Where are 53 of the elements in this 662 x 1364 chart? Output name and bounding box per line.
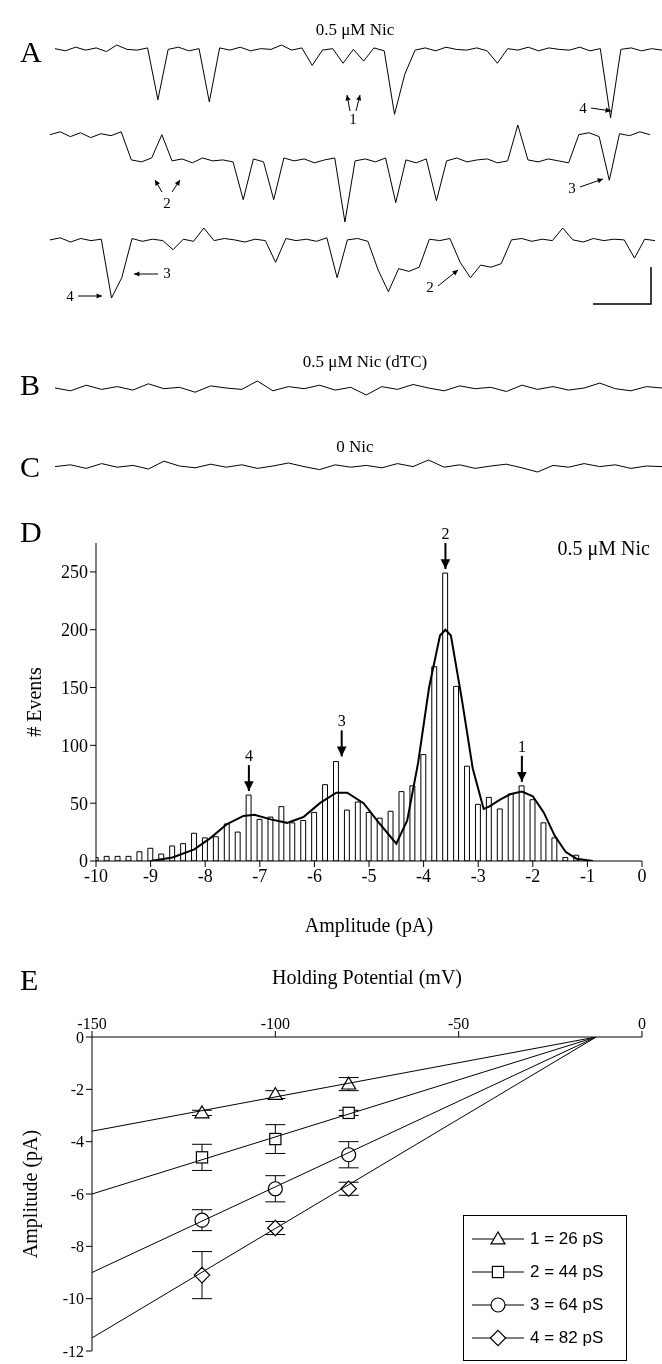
y-tick-label: -2 — [70, 1081, 84, 1099]
legend-label: 3 = 64 pS — [530, 1294, 604, 1315]
annotation: 3 — [337, 712, 346, 730]
y-tick-label: 50 — [70, 793, 88, 814]
chart-title: 0.5 μM Nic — [557, 537, 651, 560]
legend-label: 1 = 26 pS — [530, 1228, 604, 1249]
y-axis-title: # Events — [23, 667, 46, 737]
annotation: 1 — [517, 737, 526, 755]
y-tick-label: 250 — [61, 562, 88, 583]
annotation: 1 — [349, 111, 357, 127]
annotation: 4 — [66, 288, 75, 304]
x-tick-label: -6 — [306, 865, 322, 886]
x-tick-label: -5 — [361, 865, 377, 886]
annotation: 3 — [568, 180, 576, 196]
y-tick-label: -10 — [62, 1290, 84, 1308]
y-axis-title: Amplitude (pA) — [19, 1129, 43, 1259]
y-tick-label: -8 — [70, 1238, 84, 1256]
x-tick-label: 0 — [637, 865, 647, 886]
text: A — [20, 35, 42, 68]
chart-title: 0 Nic — [336, 437, 375, 456]
legend-label: 2 = 44 pS — [530, 1261, 604, 1282]
y-tick-label: 150 — [61, 677, 88, 698]
x-tick-label: -9 — [143, 865, 159, 886]
text: C — [20, 450, 41, 483]
x-tick-label: -1 — [579, 865, 595, 886]
x-tick-label: -4 — [416, 865, 432, 886]
y-tick-label: 100 — [61, 735, 88, 756]
x-axis-title: Amplitude (pA) — [304, 914, 434, 937]
chart-title: 0.5 μM Nic (dTC) — [302, 352, 428, 371]
legend-label: 4 = 82 pS — [530, 1327, 604, 1348]
y-tick-label: 0 — [79, 851, 88, 872]
x-tick-label: -2 — [525, 865, 541, 886]
annotation: 4 — [579, 100, 588, 116]
y-tick-label: -6 — [70, 1185, 84, 1203]
y-tick-label: 200 — [61, 620, 88, 641]
annotation: 2 — [426, 279, 434, 295]
y-tick-label: -12 — [62, 1342, 84, 1360]
x-tick-label: -3 — [470, 865, 486, 886]
x-tick-label: 0 — [638, 1015, 646, 1032]
x-tick-label: -50 — [448, 1015, 470, 1032]
x-tick-label: -8 — [197, 865, 213, 886]
text: B — [20, 368, 41, 401]
x-tick-label: -100 — [260, 1015, 290, 1032]
x-axis-title: Holding Potential (mV) — [272, 966, 462, 990]
text: E — [20, 963, 39, 996]
chart-title: 0.5 μM Nic — [315, 20, 395, 39]
annotation: 3 — [163, 265, 171, 281]
annotation: 2 — [163, 195, 171, 211]
annotation: 4 — [244, 747, 253, 765]
annotation: 2 — [441, 525, 450, 543]
y-tick-label: -4 — [70, 1133, 84, 1151]
text: D — [20, 515, 42, 548]
x-tick-label: -7 — [252, 865, 268, 886]
